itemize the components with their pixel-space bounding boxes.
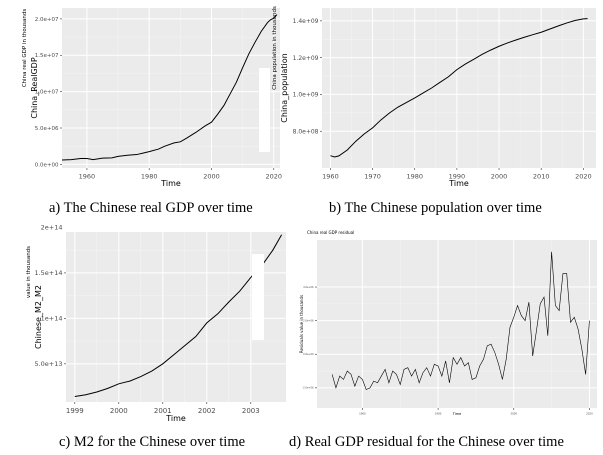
y-tick-label: 4.0e+06 xyxy=(303,286,314,289)
x-tick-label: 1970 xyxy=(364,173,381,181)
y-tick-label: 0.0e+00 xyxy=(35,162,59,168)
white-overlay-box xyxy=(259,68,270,152)
y-tick-label: 1.2e+09 xyxy=(293,55,319,62)
y-axis-title: Residuals value in thousands xyxy=(299,295,304,353)
x-tick-label: 2000 xyxy=(203,173,220,181)
x-axis-title: Time xyxy=(165,414,186,423)
y-tick-label: 2.0e+06 xyxy=(303,319,314,322)
x-tick-label: 2020 xyxy=(265,173,282,181)
series-line xyxy=(330,18,588,158)
plot-background xyxy=(66,232,286,402)
chart-b-svg: 1960 1970 1980 1990 2000 2010 2020 8.0e+08 1.0e+… xyxy=(272,6,596,188)
x-tick-label: 2003 xyxy=(242,407,260,415)
x-tick-label: 2000 xyxy=(510,412,517,416)
chart-panel-b: 1960 1970 1980 1990 2000 2010 2020 8.0e+08 1.0e+… xyxy=(270,0,603,195)
series-line xyxy=(331,251,590,390)
y-tick-label: 1.0e+07 xyxy=(35,90,59,96)
series-line xyxy=(61,14,278,161)
y-axis-subtitle: China real GDP in thousands xyxy=(22,9,28,88)
x-axis-title: Time xyxy=(452,412,462,416)
y-tick-label: 1.4e+09 xyxy=(293,18,319,25)
y-tick-label: 1e+14 xyxy=(41,315,63,323)
x-tick-label: 1999 xyxy=(66,407,84,415)
y-tick-label: 5.0e+13 xyxy=(34,360,62,368)
x-tick-label: 2020 xyxy=(586,412,593,416)
chart-panel-c: 1999 2000 2001 2002 2003 5.0e+13 1e+14 1.5e+14 2… xyxy=(0,224,290,428)
x-tick-label: 1980 xyxy=(141,173,158,181)
x-tick-label: 2000 xyxy=(491,173,508,181)
x-tick-label: 1980 xyxy=(406,173,423,181)
caption-d: d) Real GDP residual for the Chinese ove… xyxy=(289,434,564,450)
x-tick-label: 1960 xyxy=(322,173,339,181)
y-axis-subtitle: China population in thousands xyxy=(272,6,278,90)
y-tick-label: 2e+14 xyxy=(41,224,63,232)
chart-c-svg: 1999 2000 2001 2002 2003 5.0e+13 1e+14 1.5e+14 2… xyxy=(26,224,286,423)
chart-panel-a: 1960 1980 2000 2020 0.0e+00 5.0e+06 1.0e+07 1.5… xyxy=(0,0,300,195)
plot-background xyxy=(317,240,597,408)
chart-title: China real GDP residual xyxy=(307,230,354,235)
y-axis-title: China_RealGDP xyxy=(30,57,39,118)
x-tick-label: 1960 xyxy=(359,412,366,416)
caption-c: c) M2 for the Chinese over time xyxy=(59,434,246,450)
chart-d-svg: 1960 1980 2000 2020 -2.0e+06 0.0e+00 2.0e+06 4.… xyxy=(299,230,597,416)
x-axis-title: Time xyxy=(160,179,181,188)
plot-background xyxy=(62,8,280,168)
y-axis-title: China_population xyxy=(280,53,289,122)
y-tick-label: -2.0e+06 xyxy=(302,387,314,390)
y-tick-label: 1.5e+07 xyxy=(35,53,59,59)
chart-a-svg: 1960 1980 2000 2020 0.0e+00 5.0e+06 1.0e+07 1.5… xyxy=(22,8,282,188)
y-tick-label: 0.0e+00 xyxy=(303,353,314,356)
x-tick-label: 2001 xyxy=(154,407,172,415)
caption-b: b) The Chinese population over time xyxy=(329,200,542,216)
y-tick-label: 2.0e+07 xyxy=(35,17,59,23)
x-axis-title: Time xyxy=(448,179,469,188)
plot-background xyxy=(322,8,596,168)
y-axis-subtitle: value in thousands xyxy=(26,246,32,298)
y-tick-label: 1.5e+14 xyxy=(34,269,62,277)
series-line xyxy=(74,234,283,398)
x-tick-label: 2020 xyxy=(575,173,592,181)
y-tick-label: 1.0e+09 xyxy=(293,92,319,99)
x-tick-label: 2010 xyxy=(533,173,550,181)
white-overlay-box xyxy=(252,254,264,340)
x-tick-label: 2002 xyxy=(198,407,216,415)
caption-a: a) The Chinese real GDP over time xyxy=(49,200,253,216)
y-tick-label: 5.0e+06 xyxy=(35,126,59,132)
y-tick-label: 8.0e+08 xyxy=(293,128,319,135)
x-tick-label: 1960 xyxy=(79,173,96,181)
chart-panel-d: 1960 1980 2000 2020 -2.0e+06 0.0e+00 2.0e+06 4.… xyxy=(295,225,603,430)
y-axis-title: Chinese_M2_M2 xyxy=(34,285,43,349)
x-tick-label: 1980 xyxy=(435,412,442,416)
x-tick-label: 2000 xyxy=(110,407,128,415)
x-tick-label: 1990 xyxy=(449,173,466,181)
